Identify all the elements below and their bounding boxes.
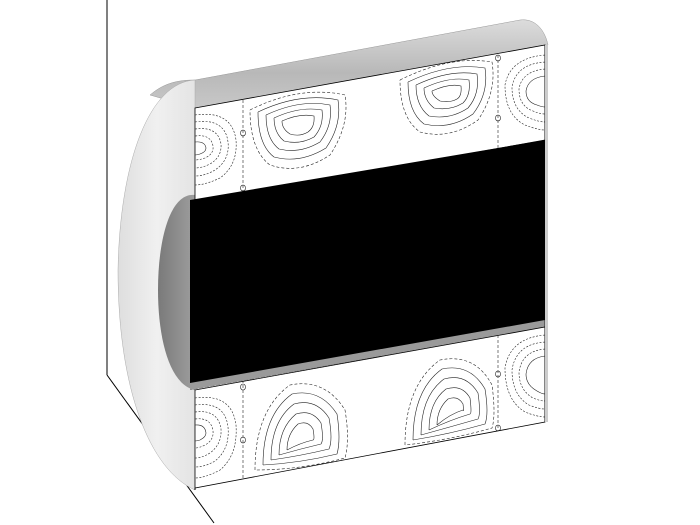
- lower-right-cell-contours: [504, 334, 545, 418]
- upper-cell-1-contours: [249, 91, 347, 169]
- lower-cell-1-contours: [254, 383, 348, 471]
- outer-cylinder-side: [117, 79, 196, 491]
- lower-cell-2-contours: [404, 358, 495, 446]
- inner-cylinder-hole: [158, 194, 195, 390]
- upper-right-cell-contours: [504, 54, 545, 131]
- outer-cylinder-right-edge: [544, 44, 548, 422]
- upper-left-cell-contours: [195, 113, 237, 186]
- lower-left-cell-contours: [195, 397, 237, 479]
- inner-cylinder: [190, 140, 545, 390]
- upper-cell-2-contours: [399, 60, 494, 135]
